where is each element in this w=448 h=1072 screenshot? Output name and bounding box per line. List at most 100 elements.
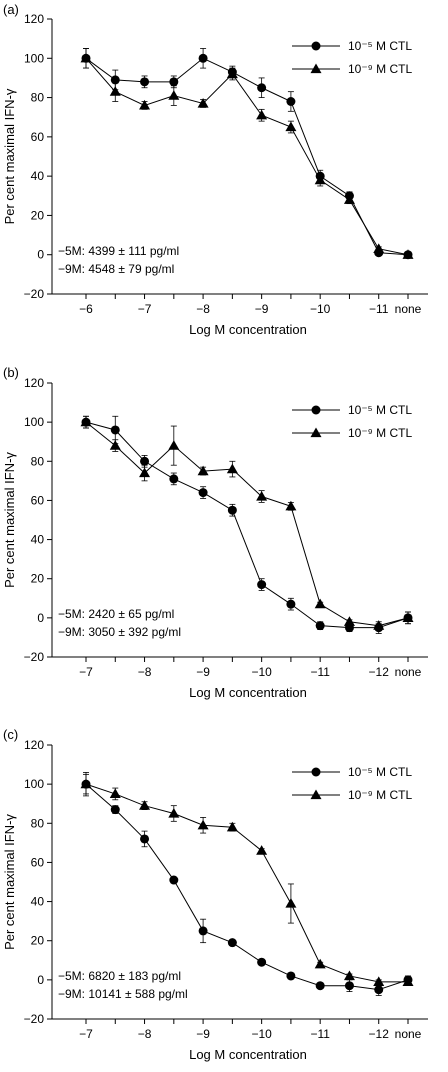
x-tick-label: −12 [369, 665, 390, 679]
x-tick-label: −7 [138, 302, 152, 316]
circle-marker [169, 474, 179, 484]
y-tick-label: 0 [37, 248, 44, 262]
series-line [85, 421, 409, 627]
annotation: −5M: 4399 ± 111 pg/ml [58, 244, 179, 258]
x-tick-label: −9 [196, 665, 210, 679]
x-axis-title: Log M concentration [189, 685, 307, 700]
series-line [85, 57, 409, 256]
series-2 [80, 48, 414, 259]
triangle-marker [343, 616, 355, 626]
circle-marker [198, 926, 208, 936]
x-tick-label: −10 [251, 1027, 272, 1041]
triangle-marker [168, 808, 180, 818]
triangle-marker [314, 598, 326, 609]
triangle-marker [80, 416, 92, 427]
x-tick-label: −12 [369, 1027, 390, 1041]
x-tick-label: −8 [138, 1027, 152, 1041]
series-2 [80, 415, 414, 630]
triangle-marker [256, 109, 268, 120]
legend-label: 10⁻⁹ M CTL [348, 426, 412, 440]
circle-marker [227, 505, 237, 515]
y-tick-label: 40 [31, 169, 45, 183]
triangle-marker [139, 99, 151, 110]
circle-marker [286, 971, 296, 981]
triangle-marker [139, 467, 151, 478]
circle-marker [286, 97, 296, 106]
y-tick-label: 120 [24, 376, 44, 390]
y-tick-label: 80 [31, 91, 45, 105]
circle-marker [286, 599, 296, 609]
x-tick-label: none [395, 665, 422, 679]
legend-label: 10⁻⁹ M CTL [348, 788, 412, 802]
panel-label: (b) [3, 365, 19, 380]
legend-triangle-marker [310, 427, 322, 438]
y-tick-label: −20 [24, 650, 45, 664]
circle-marker [344, 981, 354, 991]
triangle-marker [80, 52, 92, 63]
chart-panel-3: (c) −20 0 20 40 60 80 100 120 −7 −8 −9 −10 −11 −12 none… [2, 727, 428, 1062]
chart-panel-2: (b) −20 0 20 40 60 80 100 120 −7 −8 −9 −10 −11 −12 none… [2, 365, 428, 700]
legend-triangle-marker [310, 63, 322, 74]
triangle-marker [402, 612, 414, 622]
circle-marker [227, 938, 237, 948]
circle-marker [140, 456, 150, 466]
y-tick-label: 100 [24, 777, 44, 791]
triangle-marker [109, 440, 121, 450]
x-tick-label: −10 [251, 665, 272, 679]
y-tick-label: 60 [31, 130, 45, 144]
triangle-marker [314, 958, 326, 969]
y-tick-label: 80 [31, 816, 45, 830]
circle-marker [374, 985, 384, 995]
y-tick-label: 20 [31, 934, 45, 948]
series-1 [81, 48, 413, 260]
y-tick-label: −20 [24, 1012, 45, 1026]
series-1 [81, 415, 413, 634]
y-tick-label: 120 [24, 738, 44, 752]
y-tick-label: 80 [31, 454, 45, 468]
legend-triangle-marker [310, 789, 322, 800]
triangle-marker [373, 620, 385, 630]
legend-label: 10⁻⁹ M CTL [348, 62, 412, 76]
y-tick-label: 100 [24, 51, 44, 65]
legend: 10⁻⁵ M CTL 10⁻⁹ M CTL [292, 39, 412, 76]
circle-marker [169, 77, 179, 87]
annotation: −5M: 2420 ± 65 pg/ml [58, 607, 174, 621]
x-tick-label: none [395, 1027, 422, 1041]
y-tick-label: 0 [37, 973, 44, 987]
triangle-marker [285, 500, 297, 511]
y-tick-label: 40 [31, 533, 45, 547]
triangle-marker [197, 819, 209, 830]
circle-marker [140, 834, 150, 844]
circle-marker [110, 805, 120, 815]
triangle-marker [285, 121, 297, 132]
legend-circle-marker [311, 41, 321, 51]
triangle-marker [226, 463, 238, 474]
triangle-marker [168, 440, 180, 450]
x-tick-label: −9 [196, 1027, 210, 1041]
triangle-marker [373, 976, 385, 986]
x-tick-label: −11 [369, 302, 389, 316]
x-tick-label: −7 [79, 1027, 93, 1041]
series-line [85, 57, 409, 256]
chart-panel-1: (a) −20 0 20 40 60 80 100 120 −6 −7 −8 −9 −10 −11 none L… [2, 2, 428, 337]
triangle-marker [80, 778, 92, 789]
triangle-marker [343, 970, 355, 981]
legend-circle-marker [311, 405, 321, 415]
x-tick-label: −10 [310, 302, 331, 316]
legend: 10⁻⁵ M CTL 10⁻⁹ M CTL [292, 403, 412, 440]
triangle-marker [139, 800, 151, 810]
triangle-marker [343, 194, 355, 204]
x-axis-title: Log M concentration [189, 322, 307, 337]
triangle-marker [197, 465, 209, 476]
annotation: −9M: 10141 ± 588 pg/ml [58, 987, 188, 1001]
triangle-marker [314, 174, 326, 185]
series-2 [80, 772, 414, 986]
y-tick-label: 0 [37, 611, 44, 625]
circle-marker [169, 875, 179, 885]
y-axis-title: Per cent maximal IFN-γ [2, 88, 17, 224]
x-tick-label: −8 [138, 665, 152, 679]
y-tick-label: 20 [31, 572, 45, 586]
series-line [85, 421, 409, 629]
triangle-marker [256, 491, 268, 501]
